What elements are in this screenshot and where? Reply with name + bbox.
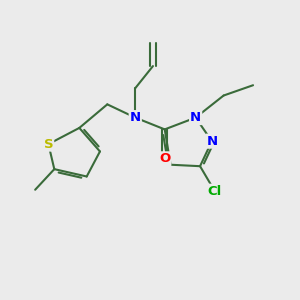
Text: N: N xyxy=(206,135,218,148)
Text: S: S xyxy=(44,138,53,151)
Text: O: O xyxy=(159,152,170,165)
Text: N: N xyxy=(190,111,201,124)
Text: Cl: Cl xyxy=(208,185,222,198)
Text: N: N xyxy=(130,111,141,124)
